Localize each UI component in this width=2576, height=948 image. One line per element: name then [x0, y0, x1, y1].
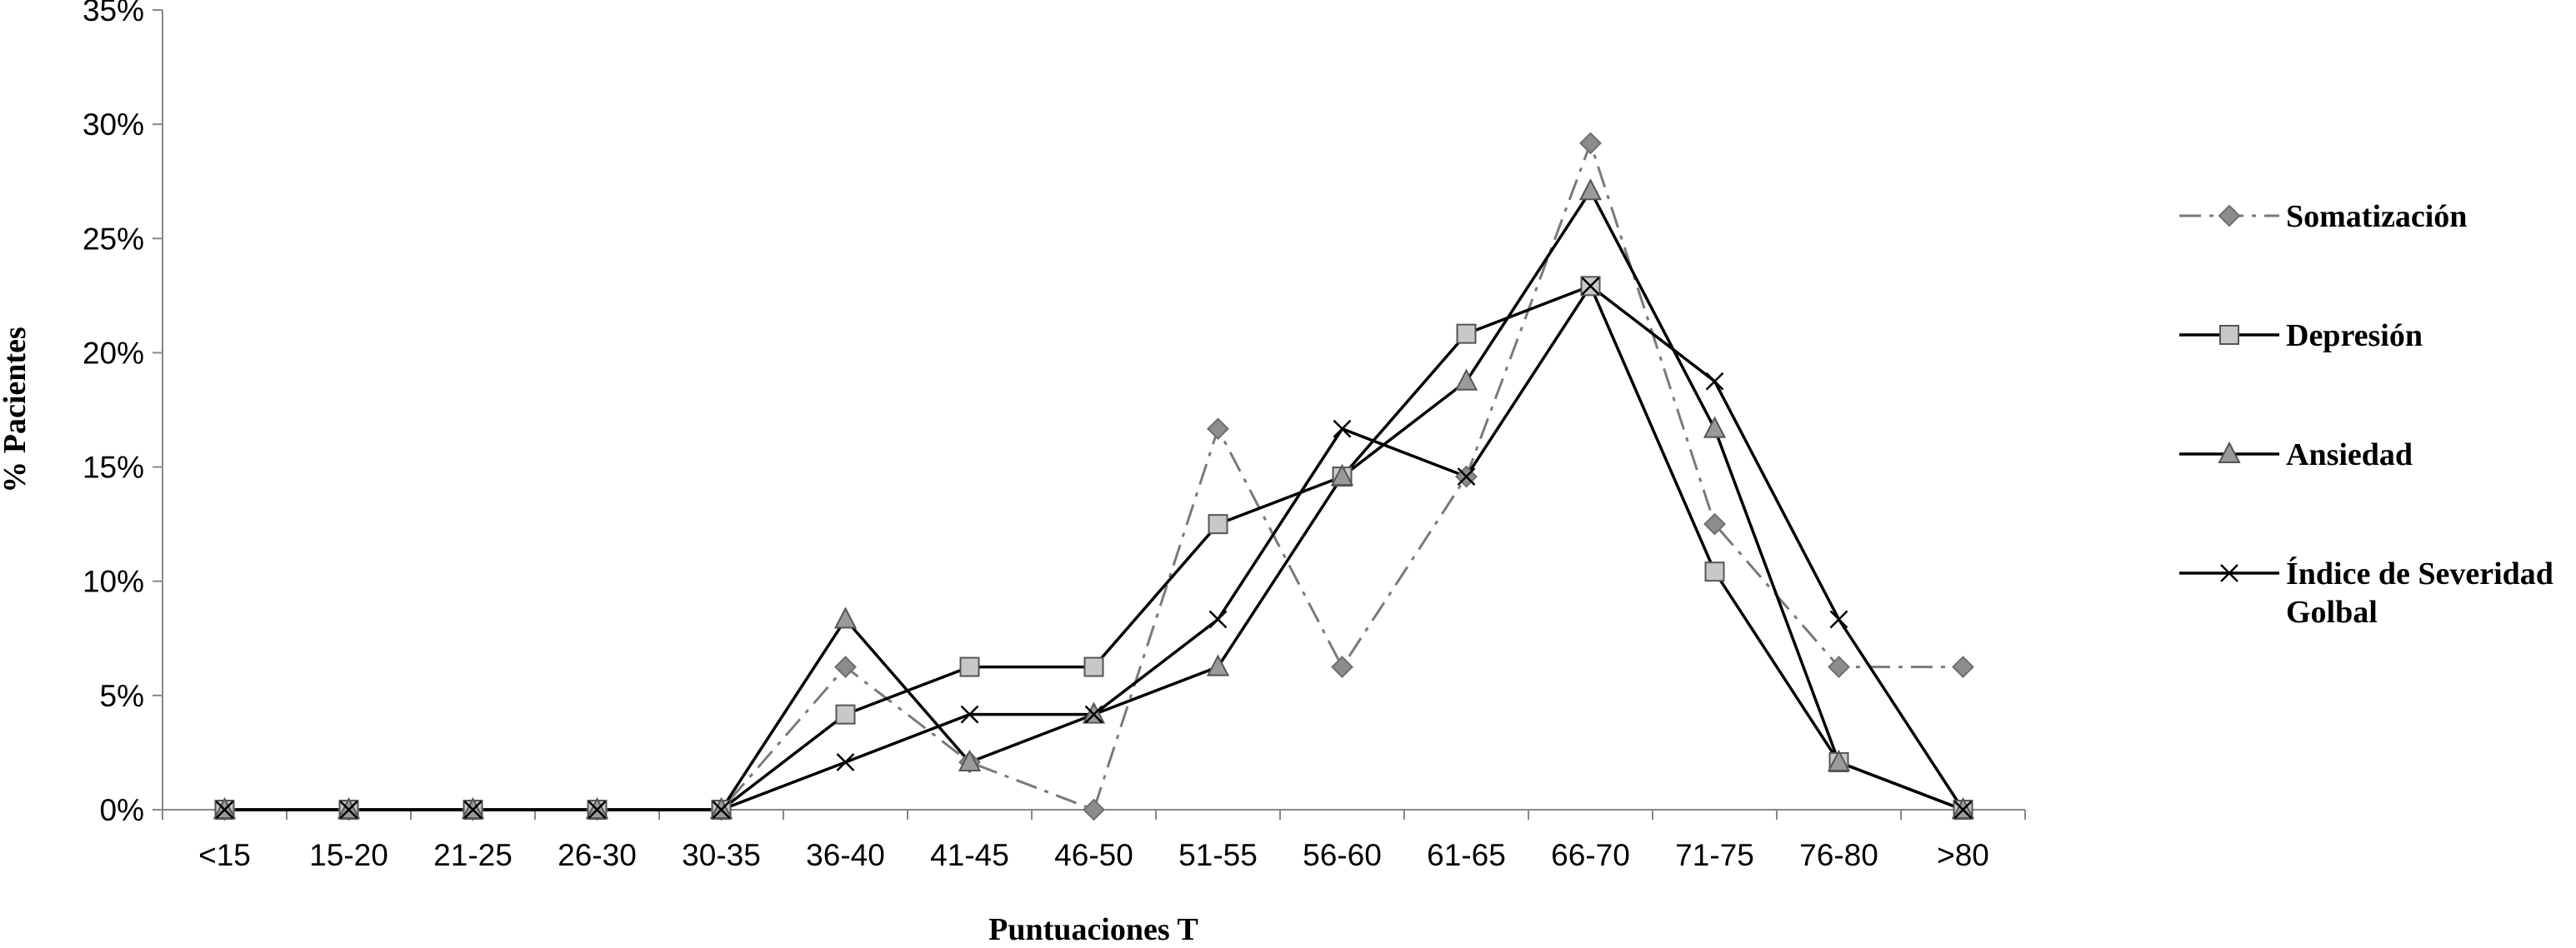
y-tick-label: 20% [83, 336, 144, 370]
data-point-triangle [1578, 178, 1603, 201]
x-tick-label: 51-55 [1178, 838, 1258, 872]
data-point-square [1704, 561, 1725, 582]
y-tick-label: 30% [83, 107, 144, 142]
series-line-1 [224, 142, 1963, 811]
data-point-x [463, 801, 483, 819]
data-point-square [1208, 514, 1228, 535]
legend-label: Índice de Severidad [2286, 556, 2553, 591]
data-point-diamond [1331, 656, 1353, 678]
data-point-triangle [1454, 368, 1478, 391]
x-tick-label: 71-75 [1675, 838, 1754, 872]
data-point-x [960, 705, 979, 724]
data-point-x [836, 753, 855, 771]
data-point-diamond [1579, 132, 1602, 155]
data-point-diamond [1952, 656, 1974, 678]
x-tick-label: 76-80 [1799, 838, 1878, 872]
legend-label: Somatización [2286, 199, 2467, 234]
series-markers [213, 132, 1975, 821]
data-point-square [959, 656, 980, 677]
data-point-x [1953, 801, 1973, 819]
y-axis-title: % Pacientes [0, 327, 33, 492]
x-tick-label: 30-35 [682, 838, 761, 872]
x-tick-label: 36-40 [806, 838, 885, 872]
data-point-x [588, 801, 607, 819]
legend-marker-diamond [2218, 204, 2241, 227]
y-tick-label: 15% [83, 451, 144, 485]
series-line-4 [224, 284, 1964, 811]
data-point-x [1208, 610, 1228, 629]
legend-marker-x [2220, 564, 2238, 582]
x-tick-label: 41-45 [930, 838, 1009, 872]
data-point-x [1705, 372, 1724, 391]
legend-marker-triangle [2218, 441, 2241, 463]
data-point-x [339, 801, 358, 819]
x-tick-label: >80 [1937, 838, 1989, 872]
x-tick-label: 46-50 [1054, 838, 1133, 872]
x-tick-label: 26-30 [558, 838, 637, 872]
data-point-x [215, 801, 234, 819]
data-point-x [1829, 610, 1848, 629]
y-tick-label: 10% [83, 565, 144, 599]
data-point-triangle [958, 749, 982, 771]
legend-marker-square [2219, 325, 2239, 345]
y-tick-label: 0% [100, 793, 144, 827]
y-tick-label: 35% [83, 0, 144, 27]
x-tick-label: 61-65 [1427, 838, 1506, 872]
legend-label: Golbal [2286, 595, 2378, 630]
data-point-diamond [1828, 656, 1850, 678]
x-tick-label: <15 [198, 838, 251, 872]
data-point-triangle [1206, 654, 1230, 676]
data-point-diamond [1083, 798, 1105, 821]
data-point-diamond [1703, 512, 1726, 536]
data-point-triangle [833, 606, 858, 629]
legend: Somatización Depresión Ansiedad Índice de S… [2179, 199, 2553, 630]
data-point-square [1456, 323, 1477, 344]
y-ticks: 0% 5% 10% 15% 20% 25% 30% 35% [83, 0, 163, 827]
x-tick-label: 66-70 [1551, 838, 1630, 872]
data-point-x [1581, 277, 1600, 296]
x-ticks: <15 15-20 21-25 26-30 30-35 36-40 41-45 46-50 51… [162, 810, 2026, 872]
x-axis-title: Puntuaciones T [988, 912, 1198, 947]
data-point-diamond [834, 656, 857, 678]
legend-label: Ansiedad [2286, 437, 2413, 472]
x-tick-label: 56-60 [1303, 838, 1382, 872]
y-tick-label: 5% [100, 679, 144, 713]
data-point-square [1083, 656, 1104, 677]
y-tick-label: 25% [83, 222, 144, 256]
data-point-x [1084, 705, 1103, 724]
series-line-2 [224, 284, 1964, 811]
data-point-x [1457, 467, 1476, 486]
data-point-triangle [1703, 416, 1727, 438]
data-point-triangle [1330, 463, 1354, 486]
data-point-x [712, 801, 731, 819]
data-point-x [1333, 419, 1352, 438]
x-tick-label: 15-20 [309, 838, 388, 872]
data-point-square [835, 704, 856, 725]
legend-label: Depresión [2286, 318, 2423, 353]
data-point-diamond [1207, 417, 1229, 441]
data-point-triangle [1827, 749, 1851, 771]
x-tick-label: 21-25 [433, 838, 513, 872]
